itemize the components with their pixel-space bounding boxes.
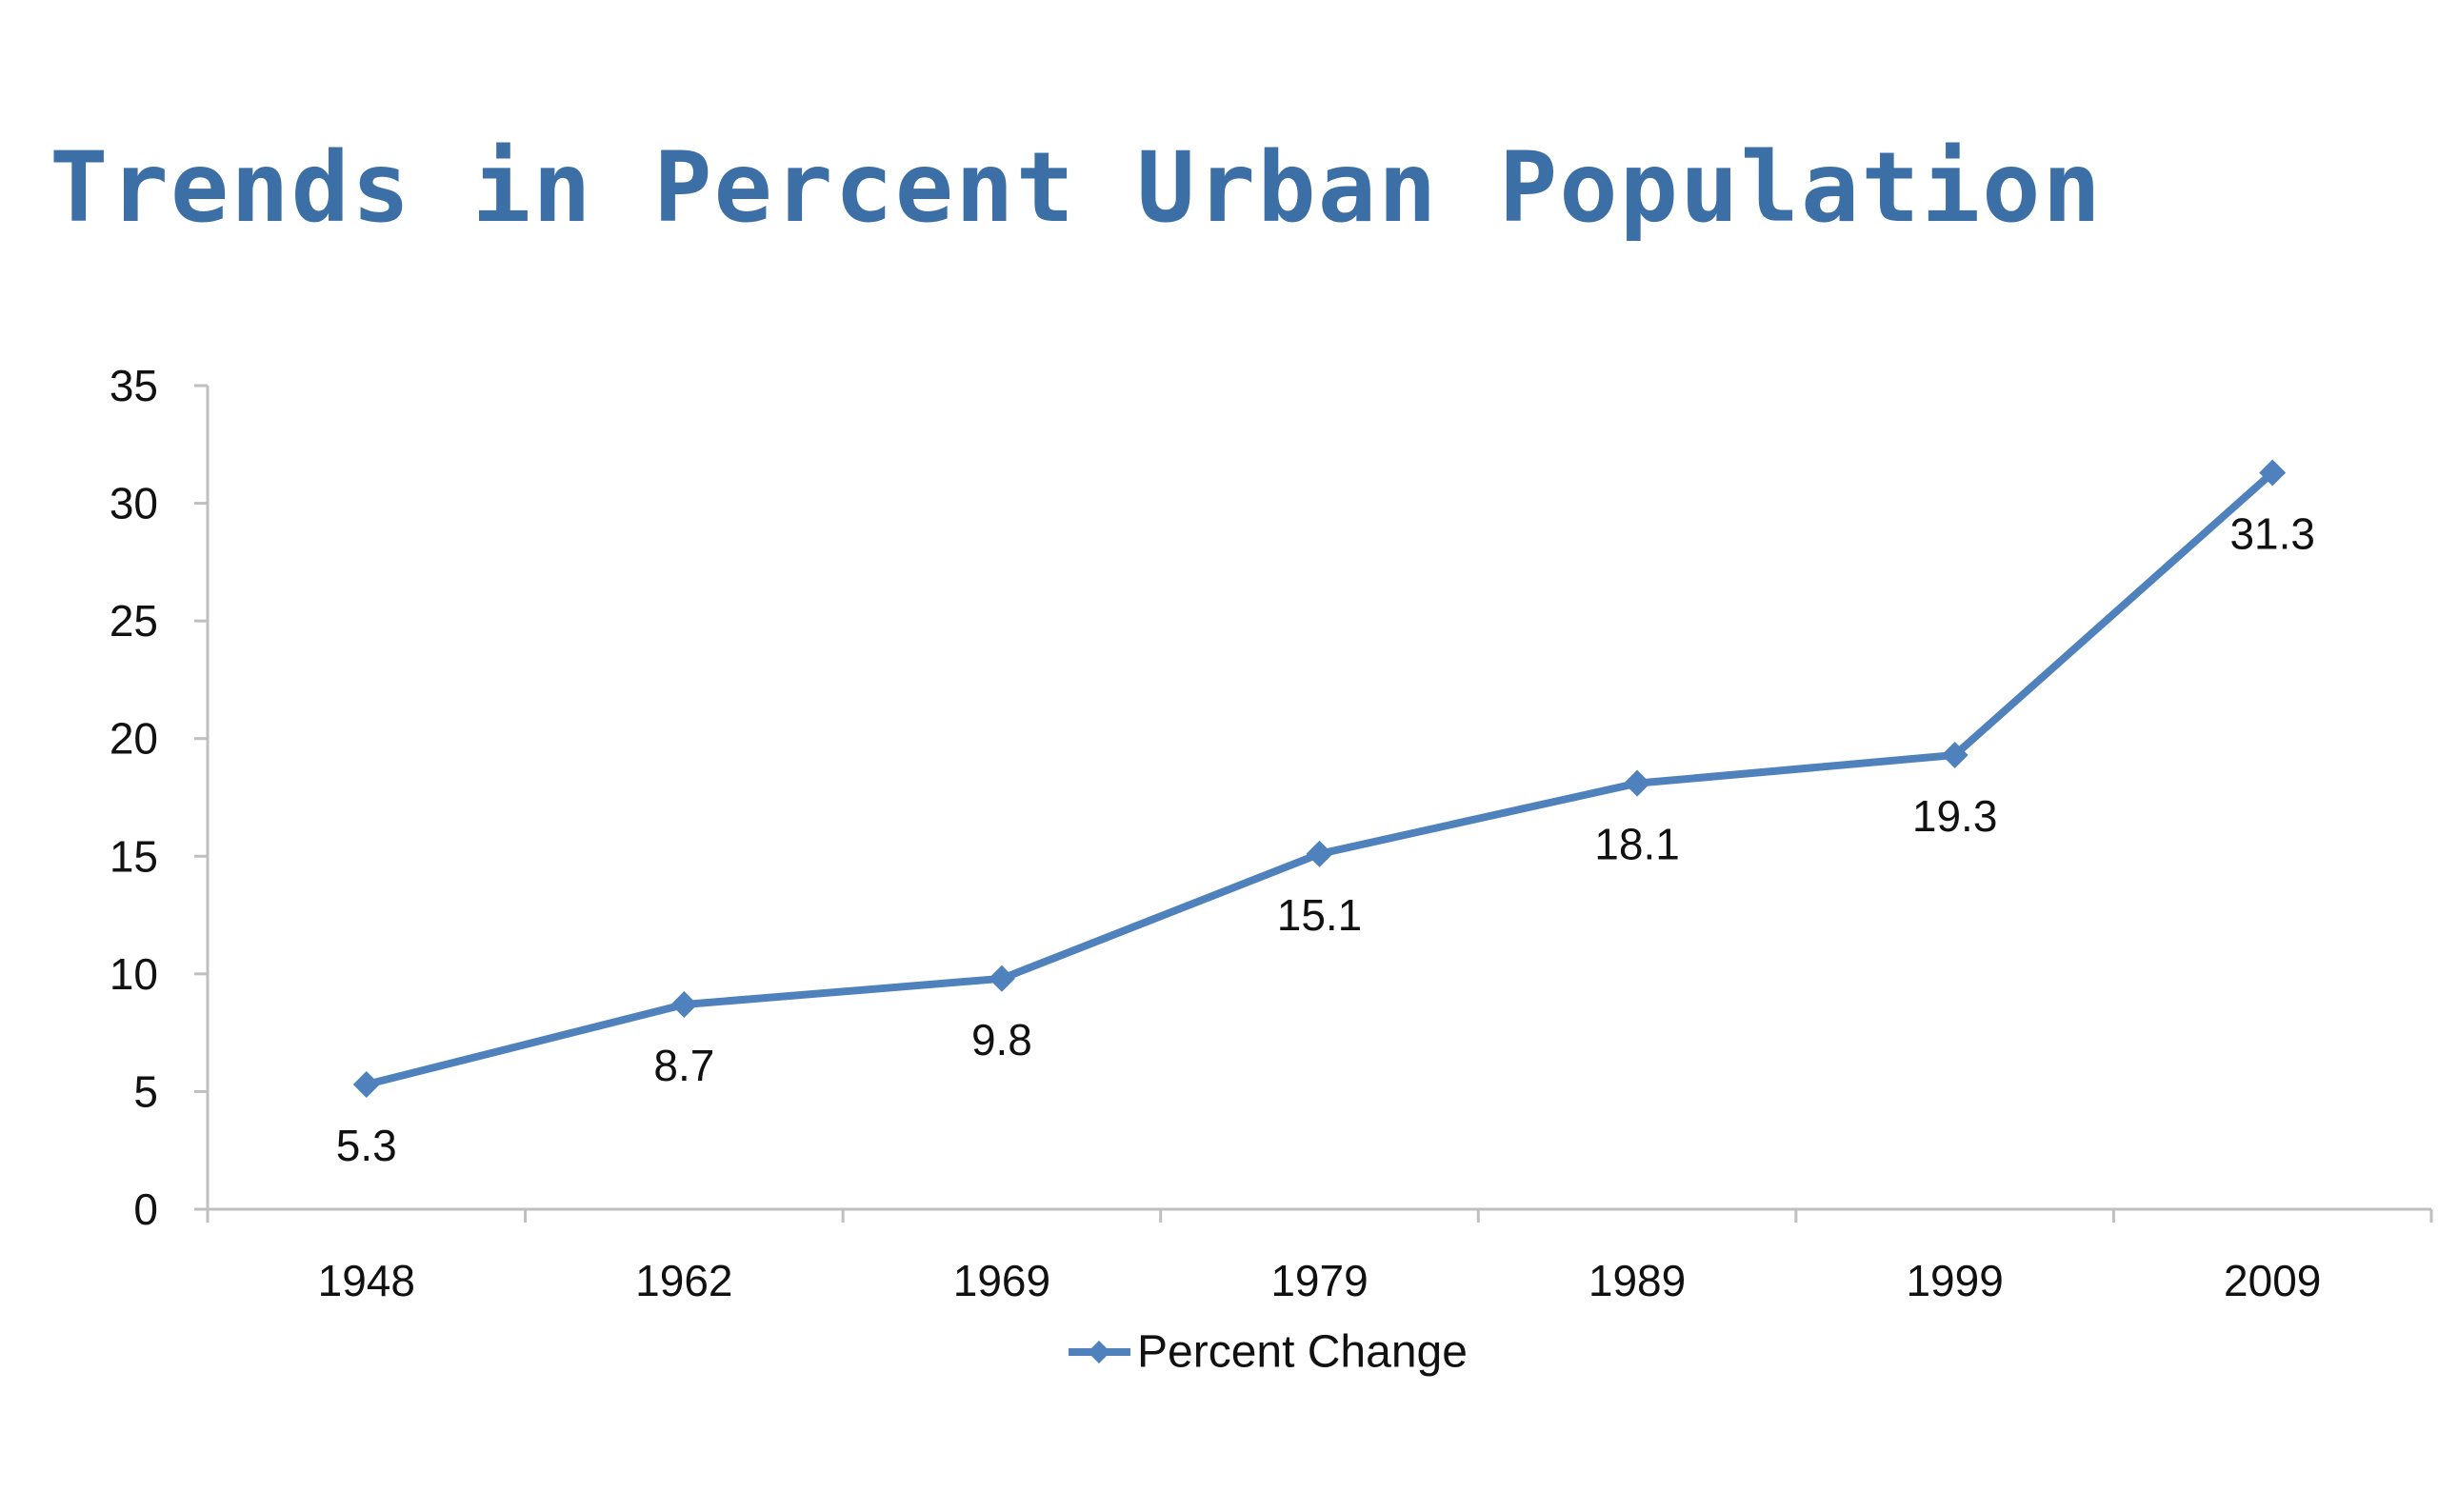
data-point-marker [1624,769,1651,797]
y-tick-label: 10 [110,949,158,999]
x-tick-label: 1999 [1906,1256,2003,1305]
data-point-marker [352,1071,380,1099]
data-point-marker [988,965,1015,992]
data-label: 8.7 [653,1041,714,1090]
x-tick-label: 1962 [635,1256,732,1305]
data-point-marker [1941,742,1968,769]
y-tick-label: 20 [110,714,158,764]
data-label: 5.3 [336,1121,397,1170]
y-tick-label: 30 [110,479,158,528]
x-tick-label: 1979 [1270,1256,1368,1305]
data-point-marker [2259,459,2287,487]
chart-axes: 0 5 10 15 20 25 30 35 1948 1962 1969 1979 1989 1999 20… [110,361,2433,1305]
legend-marker [1088,1341,1110,1363]
series-percent-change [352,459,2287,1099]
series-line [362,468,2277,1089]
chart-legend: Percent Change [1069,1327,1468,1378]
y-tick-label: 25 [110,596,158,646]
x-tick-label: 1969 [953,1256,1050,1305]
y-tick-label: 5 [133,1066,158,1116]
data-point-marker [1306,840,1333,867]
y-tick-label: 15 [110,831,158,881]
data-label: 9.8 [971,1015,1032,1064]
y-tick-label: 0 [133,1184,158,1234]
data-labels: 5.3 8.7 9.8 15.1 18.1 19.3 31.3 [336,508,2315,1170]
data-label: 18.1 [1594,820,1680,869]
data-label: 19.3 [1912,791,1998,841]
x-tick-label: 1989 [1589,1256,1686,1305]
x-tick-label: 1948 [318,1256,415,1305]
data-label: 31.3 [2229,508,2315,558]
y-tick-label: 35 [110,361,158,410]
x-tick-label: 2009 [2224,1256,2321,1305]
legend-label: Percent Change [1137,1327,1468,1378]
data-point-marker [670,990,698,1018]
data-label: 15.1 [1277,890,1363,940]
chart-title: Trends in Percent Urban Population [50,131,2103,245]
